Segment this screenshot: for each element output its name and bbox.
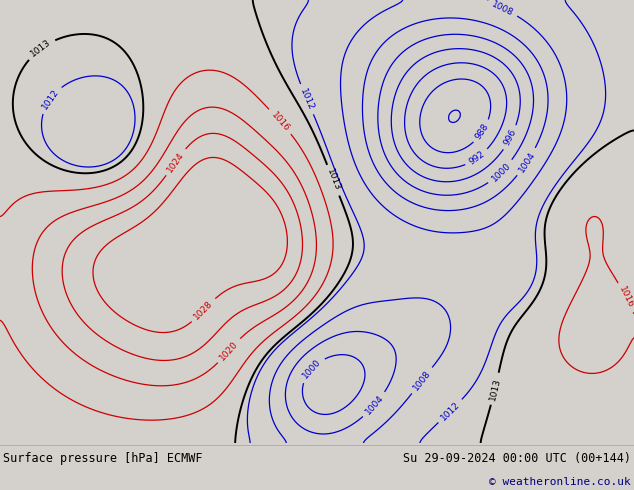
Text: 1012: 1012 [439,400,462,422]
Text: 1004: 1004 [364,393,385,416]
Text: 1020: 1020 [218,339,240,362]
Text: 988: 988 [474,122,491,141]
Text: 1004: 1004 [517,150,537,174]
Text: 1008: 1008 [411,368,432,392]
Text: 1012: 1012 [40,87,60,111]
Text: Surface pressure [hPa] ECMWF: Surface pressure [hPa] ECMWF [3,452,203,465]
Text: Su 29-09-2024 00:00 UTC (00+144): Su 29-09-2024 00:00 UTC (00+144) [403,452,631,465]
Text: 1016: 1016 [617,285,634,310]
Text: © weatheronline.co.uk: © weatheronline.co.uk [489,477,631,487]
Text: 992: 992 [467,149,487,167]
Text: 1000: 1000 [301,357,323,381]
Text: 1000: 1000 [489,161,512,183]
Text: 1016: 1016 [269,110,291,133]
Text: 1012: 1012 [298,87,316,112]
Text: 1028: 1028 [192,299,215,321]
Text: 1013: 1013 [325,168,342,193]
Text: 1013: 1013 [488,376,502,401]
Text: 1008: 1008 [490,0,515,18]
Text: 1013: 1013 [29,38,53,59]
Text: 1024: 1024 [165,150,186,174]
Text: 996: 996 [503,128,519,147]
